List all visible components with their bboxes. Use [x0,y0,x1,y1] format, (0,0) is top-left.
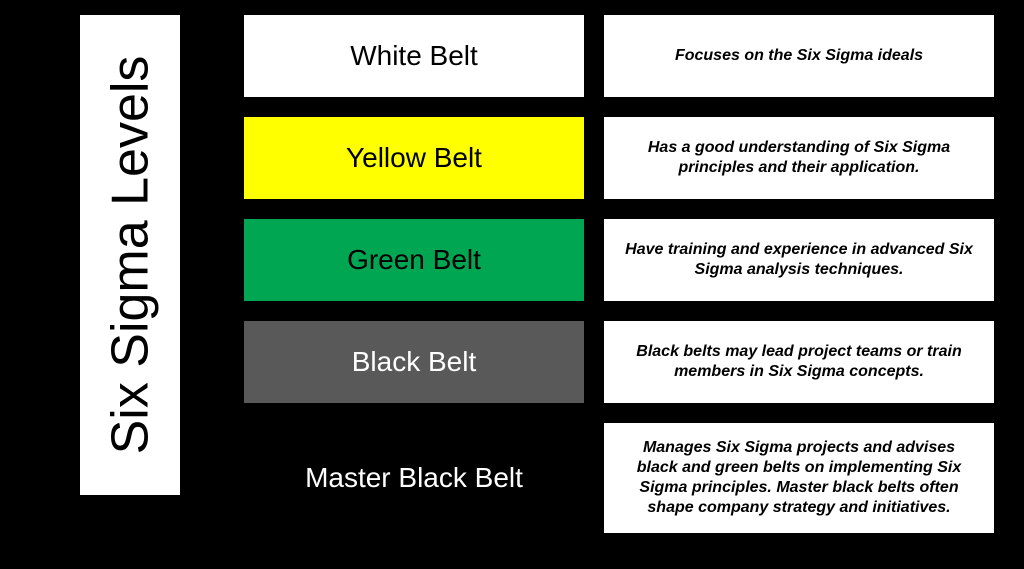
desc-box-master: Manages Six Sigma projects and advises b… [604,423,994,533]
belt-box-green: Green Belt [244,219,584,301]
desc-box-black: Black belts may lead project teams or tr… [604,321,994,403]
belt-box-white: White Belt [244,15,584,97]
belt-box-black: Black Belt [244,321,584,403]
page-title: Six Sigma Levels [100,56,160,455]
belt-description: Manages Six Sigma projects and advises b… [622,438,976,518]
belt-description: Have training and experience in advanced… [622,240,976,280]
belt-description: Black belts may lead project teams or tr… [622,342,976,382]
desc-box-yellow: Has a good understanding of Six Sigma pr… [604,117,994,199]
belt-row-yellow: Yellow Belt Has a good understanding of … [244,117,1014,199]
belt-label: White Belt [350,40,478,72]
desc-box-green: Have training and experience in advanced… [604,219,994,301]
title-box: Six Sigma Levels [80,15,180,495]
belt-label: Yellow Belt [346,142,482,174]
belt-label: Black Belt [352,346,477,378]
belt-row-white: White Belt Focuses on the Six Sigma idea… [244,15,1014,97]
belt-box-yellow: Yellow Belt [244,117,584,199]
desc-box-white: Focuses on the Six Sigma ideals [604,15,994,97]
belt-row-black: Black Belt Black belts may lead project … [244,321,1014,403]
belt-description: Has a good understanding of Six Sigma pr… [622,138,976,178]
belt-description: Focuses on the Six Sigma ideals [675,46,923,66]
belt-box-master: Master Black Belt [244,423,584,533]
belt-row-green: Green Belt Have training and experience … [244,219,1014,301]
belt-rows: White Belt Focuses on the Six Sigma idea… [244,15,1014,553]
belt-label: Master Black Belt [305,462,523,494]
belt-row-master: Master Black Belt Manages Six Sigma proj… [244,423,1014,533]
belt-label: Green Belt [347,244,481,276]
